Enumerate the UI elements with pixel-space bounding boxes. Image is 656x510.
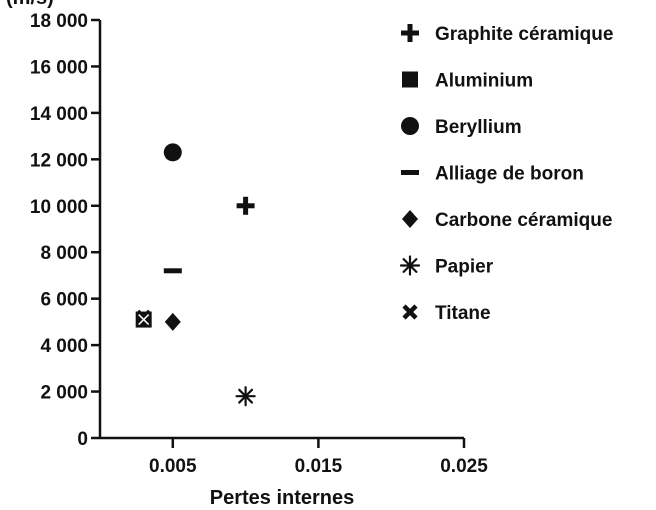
legend-item: Aluminium	[402, 71, 533, 92]
legend-label: Graphite céramique	[435, 24, 613, 45]
chart-axes	[98, 20, 464, 440]
legend-item: Alliage de boron	[401, 164, 584, 185]
y-tick-label: 14 000	[30, 104, 88, 125]
y-tick-label: 2 000	[40, 383, 88, 404]
data-point-diamond	[164, 312, 181, 331]
legend-marker-dash	[401, 170, 419, 175]
y-tick-label: 8 000	[40, 243, 88, 264]
legend-marker-cross	[402, 304, 418, 320]
legend-label: Alliage de boron	[435, 164, 584, 185]
x-axis-ticks: 0.005 0.015 0.025	[149, 438, 488, 477]
legend-label: Papier	[435, 257, 494, 278]
y-axis-ticks: 0 2 000 4 000 6 000 8 000 10 000 12 000 14 000 1…	[30, 11, 100, 450]
data-point-asterisk	[235, 386, 256, 407]
data-point-circle	[163, 143, 182, 162]
x-tick-label: 0.025	[440, 456, 488, 477]
x-axis-title: Pertes internes	[210, 487, 355, 509]
x-tick-label: 0.015	[295, 456, 343, 477]
data-points	[135, 143, 256, 407]
y-tick-label: 4 000	[40, 336, 88, 357]
y-tick-label: 16 000	[30, 57, 88, 78]
legend-label: Beryllium	[435, 117, 522, 138]
legend-item: Graphite céramique	[401, 24, 613, 45]
data-point-dash	[163, 268, 182, 274]
legend-item: Beryllium	[401, 117, 522, 138]
legend-label: Carbone céramique	[435, 210, 612, 231]
y-tick-label: 10 000	[30, 197, 88, 218]
legend-item: Papier	[399, 255, 494, 278]
overlap-cross-detail	[138, 314, 150, 326]
data-point-plus	[236, 196, 255, 215]
legend: Graphite céramique Aluminium Beryllium Alli…	[399, 24, 613, 324]
legend-marker-plus	[401, 24, 419, 42]
legend-marker-diamond	[402, 210, 418, 228]
legend-item: Carbone céramique	[402, 210, 612, 231]
y-axis-title-fragment: (m/s)	[6, 0, 54, 9]
data-point-cross	[136, 309, 152, 325]
legend-label: Titane	[435, 303, 491, 324]
legend-label: Aluminium	[435, 71, 533, 92]
y-tick-label: 6 000	[40, 290, 88, 311]
legend-marker-circle	[401, 117, 419, 135]
y-tick-label: 18 000	[30, 11, 88, 32]
legend-marker-asterisk	[399, 255, 421, 276]
legend-marker-square	[402, 71, 418, 88]
x-tick-label: 0.005	[149, 456, 197, 477]
y-tick-label: 12 000	[30, 150, 88, 171]
legend-item: Titane	[402, 303, 491, 324]
y-tick-label: 0	[77, 429, 88, 450]
